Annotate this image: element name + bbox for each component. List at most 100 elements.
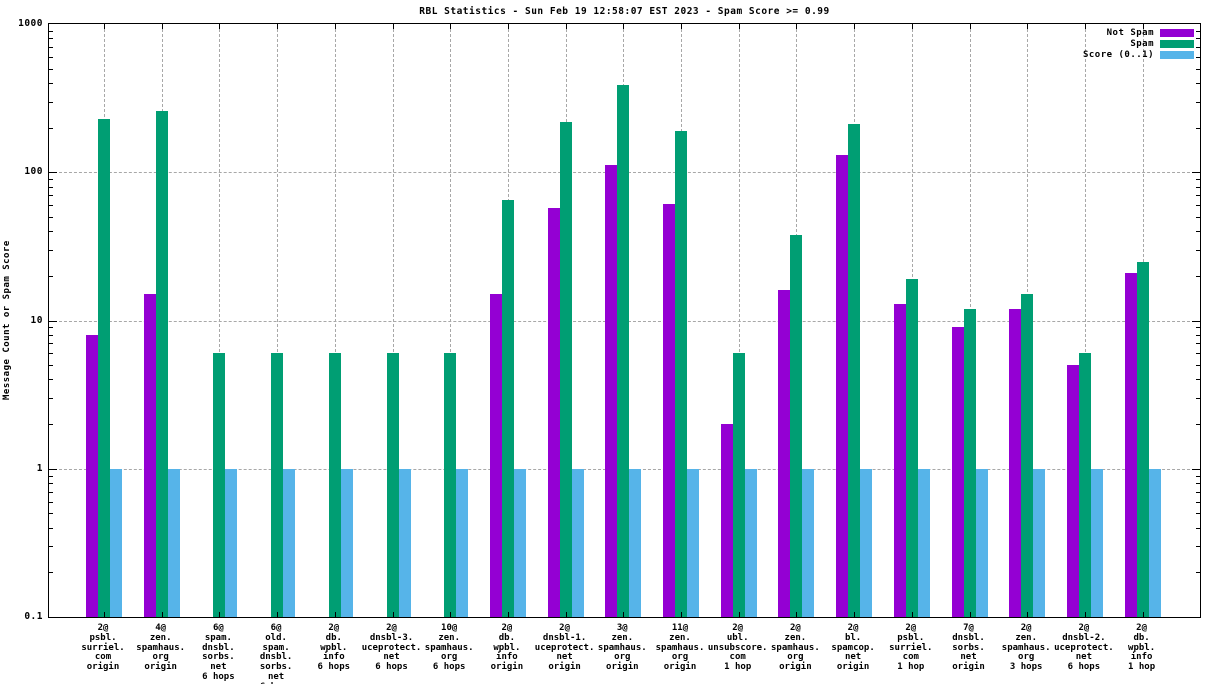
y-tick-left (49, 56, 53, 58)
y-tick-left (49, 30, 53, 32)
y-tick-right (1192, 320, 1200, 322)
x-category-label: 2@ dnsbl-1. uceprotect. net origin (534, 623, 595, 673)
y-tick-right (1192, 468, 1200, 470)
bar-spam (501, 200, 514, 617)
x-category-label: 2@ db. wpbl. info origin (490, 623, 524, 673)
bar-score (744, 468, 757, 617)
bar-spam (444, 353, 457, 617)
plot-area: Not Spam Spam Score (0..1) (48, 23, 1201, 618)
x-category-label: 2@ psbl. surriel. com origin (81, 623, 125, 673)
x-tick-bottom (1084, 612, 1086, 617)
v-gridline (219, 24, 221, 617)
x-category-label: 2@ ubl. unsubscore. com 1 hop (707, 623, 768, 673)
bar-spam (98, 118, 110, 617)
x-tick-top (565, 24, 567, 29)
y-tick-right (1196, 379, 1200, 381)
y-tick-right (1196, 275, 1200, 277)
x-category-label: 2@ bl. spamcop. net origin (831, 623, 875, 673)
legend-item-spam: Spam (1130, 39, 1194, 49)
y-tick-right (1196, 195, 1200, 197)
legend-swatch (1160, 51, 1194, 59)
y-tick-right (1196, 101, 1200, 103)
y-tick-left (49, 353, 53, 355)
legend-swatch (1160, 29, 1194, 37)
y-tick-right (1192, 172, 1200, 174)
y-tick-label: 10 (30, 314, 43, 326)
x-tick-bottom (161, 612, 163, 617)
x-category-label: 2@ dnsbl-3. uceprotect. net 6 hops (361, 623, 422, 673)
y-tick-label: 1000 (18, 18, 43, 29)
x-tick-top (681, 24, 682, 29)
y-tick-left (49, 320, 57, 322)
x-tick-top (1084, 24, 1086, 29)
y-tick-label: 0.1 (24, 611, 43, 622)
x-category-label: 2@ db. wpbl. info 1 hop (1128, 623, 1156, 673)
x-tick-bottom (334, 612, 336, 617)
y-tick-right (1196, 46, 1200, 48)
y-tick-right (1196, 365, 1200, 367)
bar-score (513, 468, 526, 617)
x-tick-top (1027, 24, 1029, 29)
y-tick-left (49, 483, 53, 485)
y-tick-left (49, 216, 53, 218)
x-tick-top (219, 24, 221, 29)
x-tick-top (334, 24, 336, 29)
y-tick-right (1196, 475, 1200, 477)
x-tick-bottom (104, 612, 105, 617)
bar-score (110, 468, 122, 617)
bar-score (917, 468, 930, 617)
bar-spam (905, 279, 918, 617)
bar-score (629, 468, 642, 617)
bar-spam (1078, 353, 1091, 617)
bar-not_spam (605, 164, 618, 617)
v-gridline (334, 24, 336, 617)
x-tick-top (911, 24, 913, 29)
y-tick-left (49, 82, 53, 84)
x-category-label: 2@ dnsbl-2. uceprotect. net 6 hops (1054, 623, 1114, 673)
y-tick-right (1196, 398, 1200, 400)
bar-spam (848, 124, 861, 617)
y-tick-right (1196, 205, 1200, 207)
y-tick-right (1196, 231, 1200, 233)
y-tick-right (1196, 343, 1200, 345)
bar-spam (790, 234, 803, 617)
bar-score (802, 468, 815, 617)
legend-item-score: Score (0..1) (1083, 50, 1194, 60)
y-tick-right (1196, 513, 1200, 515)
x-category-label: 10@ zen. spamhaus. org 6 hops (424, 623, 474, 673)
x-tick-top (796, 24, 798, 29)
bar-not_spam (893, 303, 906, 617)
bar-spam (559, 121, 572, 617)
bar-not_spam (1124, 272, 1137, 617)
x-tick-bottom (277, 612, 279, 617)
bar-not_spam (663, 204, 675, 617)
bar-score (571, 468, 584, 617)
y-tick-right (1196, 483, 1200, 485)
bar-spam (328, 353, 341, 617)
y-tick-left (49, 275, 53, 277)
y-tick-right (1196, 38, 1200, 40)
y-tick-left (49, 46, 53, 48)
x-tick-top (277, 24, 279, 29)
x-tick-top (392, 24, 394, 29)
bar-score (975, 468, 988, 617)
bar-score (225, 468, 238, 617)
x-tick-bottom (854, 612, 856, 617)
bar-score (398, 468, 411, 617)
y-tick-right (1196, 327, 1200, 329)
bar-score (687, 468, 699, 617)
bar-score (860, 468, 873, 617)
y-tick-left (49, 101, 53, 103)
y-tick-left (49, 546, 53, 548)
y-tick-right (1196, 334, 1200, 336)
y-tick-left (49, 68, 53, 70)
y-tick-right (1196, 527, 1200, 529)
x-tick-bottom (911, 612, 913, 617)
y-tick-right (1196, 424, 1200, 426)
legend-label: Spam (1130, 39, 1154, 49)
y-tick-left (49, 379, 53, 381)
v-gridline (277, 24, 279, 617)
x-category-label: 2@ db. wpbl. info 6 hops (317, 623, 351, 673)
x-tick-bottom (392, 612, 394, 617)
